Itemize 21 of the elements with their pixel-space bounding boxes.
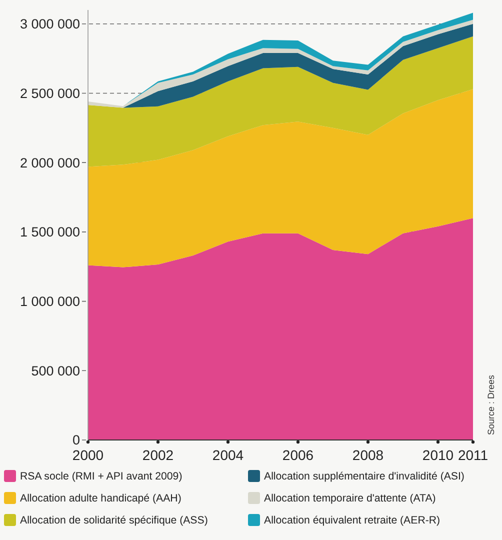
x-tick-label: 2000 (72, 447, 104, 463)
x-tick-label: 2006 (282, 447, 314, 463)
legend-label: Allocation de solidarité spécifique (ASS) (20, 514, 208, 527)
y-tick-label: 500 000 (31, 363, 80, 378)
legend-label: Allocation supplémentaire d'invalidité (ASI) (264, 470, 464, 483)
y-tick-label: 1 500 000 (20, 224, 80, 240)
x-tick-label: 2004 (212, 447, 244, 463)
y-tick-label: 3 000 000 (20, 16, 80, 32)
y-tick-label: 2 000 000 (20, 155, 80, 170)
y-tick-label: 1 000 000 (20, 294, 80, 310)
y-tick-label: 2 500 000 (20, 86, 80, 101)
legend-label: Allocation adulte handicapé (AAH) (20, 492, 182, 505)
legend-label: RSA socle (RMI + API avant 2009) (20, 470, 182, 483)
x-tick-label: 2011 (458, 447, 488, 463)
x-tick-label: 2008 (352, 447, 384, 463)
source-note: Source : Drees (486, 374, 496, 436)
legend-label: Allocation temporaire d'attente (ATA) (264, 492, 436, 505)
y-tick-label: 0 (72, 432, 80, 448)
x-tick-label: 2002 (142, 447, 174, 463)
legend-label: Allocation équivalent retraite (AER-R) (264, 514, 440, 527)
x-tick-label: 2010 (422, 447, 454, 463)
